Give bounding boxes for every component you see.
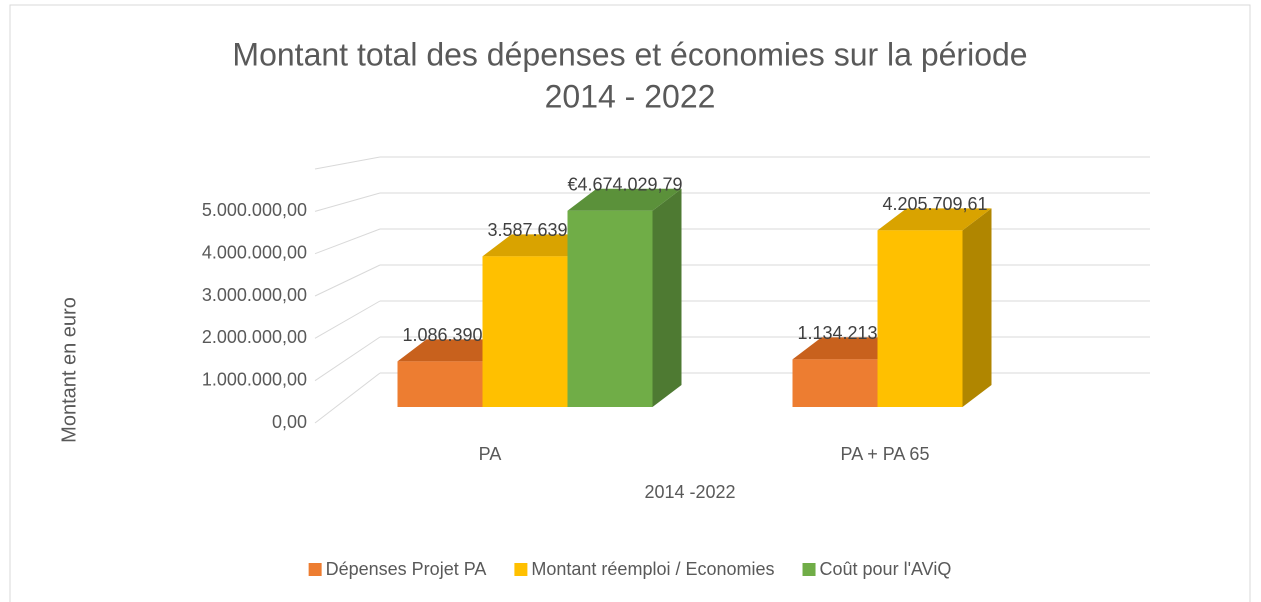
y-tick-label: 5.000.000,00 [202,200,307,220]
y-tick-label: 0,00 [272,412,307,432]
bar [567,210,653,407]
data-label: 1.134.213,63 [797,323,902,343]
legend-swatch [308,563,322,576]
grid-line [314,156,381,170]
bar-top [567,188,682,211]
legend-swatch [514,563,528,576]
x-axis-title: 2014 -2022 [644,482,735,502]
bar [397,361,483,407]
data-label: €4.674.029,79 [567,174,682,194]
bar-side [962,208,992,407]
y-tick-label: 2.000.000,00 [202,327,307,347]
bar [482,256,568,407]
data-label: 1.086.390,05 [402,325,507,345]
x-tick-label: PA + PA 65 [841,444,930,464]
y-axis-title: Montant en euro [58,297,80,443]
legend-label: Coût pour l'AViQ [820,559,952,579]
legend-label: Dépenses Projet PA [326,559,487,579]
y-tick-label: 4.000.000,00 [202,242,307,262]
chart-title: 2014 - 2022 [545,78,716,114]
grid-line [314,372,381,424]
bar-top [877,208,992,231]
bar-side [652,188,682,407]
grid-line [314,336,381,382]
grid-line [314,300,381,339]
bar [877,230,963,407]
chart-title: Montant total des dépenses et économies … [232,36,1027,72]
y-tick-label: 3.000.000,00 [202,285,307,305]
bar [792,359,878,407]
grid-line [314,228,381,255]
data-label: 3.587.639,74 [487,220,592,240]
grid-line [314,264,381,297]
y-tick-label: 1.000.000,00 [202,369,307,389]
data-label: 4.205.709,61 [882,194,987,214]
x-tick-label: PA [479,444,502,464]
legend-swatch [802,563,816,576]
legend-label: Montant réemploi / Economies [531,559,774,579]
grid-line [314,192,381,212]
